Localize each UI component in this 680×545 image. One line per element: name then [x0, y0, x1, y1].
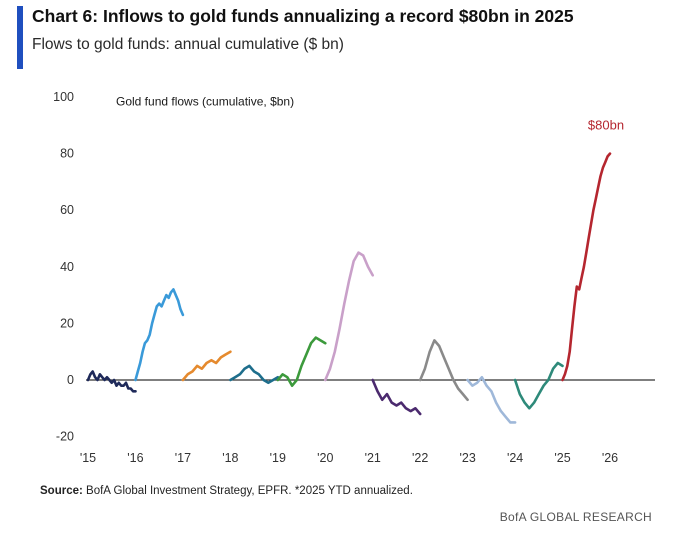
x-tick-label: '16 — [127, 451, 143, 465]
series-line-2021 — [371, 378, 422, 416]
y-tick-label: -20 — [56, 430, 74, 444]
y-tick-label: 60 — [60, 203, 74, 217]
series-line-2025 — [561, 152, 612, 382]
y-tick-label: 40 — [60, 260, 74, 274]
x-axis: '15 '16 '17 '18 '19 '20 '21 '22 '23 '24 '25 '26 — [80, 451, 618, 465]
series-line-2019 — [276, 336, 327, 388]
source-note: Source: BofA Global Investment Strategy,… — [40, 485, 413, 497]
x-tick-label: '22 — [412, 451, 428, 465]
y-tick-label: 20 — [60, 316, 74, 330]
series-line-2015 — [86, 370, 137, 393]
inner-series-label: Gold fund flows (cumulative, $bn) — [116, 94, 294, 108]
x-tick-label: '26 — [602, 451, 618, 465]
chart-title: Chart 6: Inflows to gold funds annualizi… — [32, 6, 574, 26]
series-line-2016 — [134, 288, 185, 382]
x-tick-label: '15 — [80, 451, 96, 465]
series-line-2023 — [466, 375, 517, 424]
x-tick-label: '23 — [459, 451, 475, 465]
y-tick-label: 0 — [67, 373, 74, 387]
y-tick-label: 80 — [60, 147, 74, 161]
source-label: Source: — [40, 485, 83, 497]
series-line-2022 — [418, 339, 469, 402]
x-tick-label: '21 — [365, 451, 381, 465]
brand-logo-text: BofA GLOBAL RESEARCH — [499, 510, 652, 524]
series-line-2020 — [323, 251, 375, 382]
series-layer — [86, 152, 612, 424]
series-line-2018 — [229, 364, 280, 385]
title-accent-bar — [17, 6, 23, 69]
source-text: BofA Global Investment Strategy, EPFR. *… — [82, 485, 413, 497]
chart-subtitle: Flows to gold funds: annual cumulative (… — [32, 36, 344, 53]
x-tick-label: '24 — [507, 451, 523, 465]
x-tick-label: '17 — [175, 451, 191, 465]
x-tick-label: '20 — [317, 451, 333, 465]
x-tick-label: '18 — [222, 451, 238, 465]
x-tick-label: '25 — [554, 451, 570, 465]
annotation-80bn: $80bn — [588, 118, 624, 133]
series-line-2017 — [181, 350, 232, 382]
x-tick-label: '19 — [270, 451, 286, 465]
y-tick-label: 100 — [53, 90, 74, 104]
y-axis: -20 0 20 40 60 80 100 — [53, 90, 74, 444]
series-line-2024 — [513, 361, 564, 410]
